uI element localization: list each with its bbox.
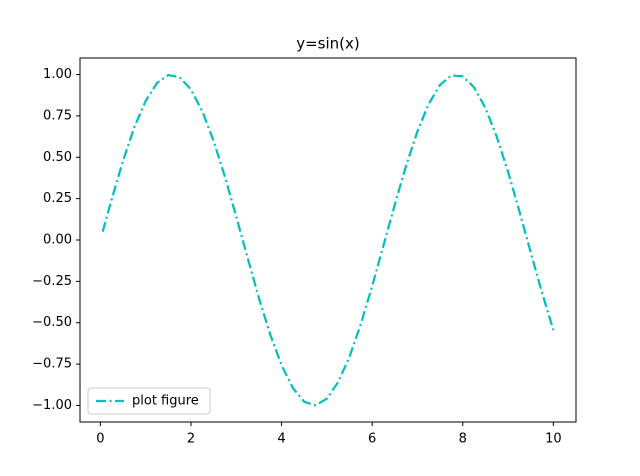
x-tick-label: 2 xyxy=(187,432,195,447)
y-tick-label: −0.75 xyxy=(32,357,72,372)
legend-label: plot figure xyxy=(132,394,199,409)
y-tick-label: 0.25 xyxy=(43,191,72,206)
legend-box xyxy=(87,387,211,415)
y-tick-label: 0.50 xyxy=(43,150,72,165)
y-tick-label: −0.25 xyxy=(32,274,72,289)
chart-title: y=sin(x) xyxy=(296,35,360,53)
x-tick-label: 6 xyxy=(368,432,376,447)
x-tick-label: 4 xyxy=(277,432,285,447)
line xyxy=(101,73,555,407)
y-tick-label: −1.00 xyxy=(32,398,72,413)
y-tick-label: 0.75 xyxy=(43,108,72,123)
legend: plot figure xyxy=(87,387,211,415)
x-tick-label: 8 xyxy=(459,432,467,447)
y-tick-label: 1.00 xyxy=(43,67,72,82)
x-tick-label: 0 xyxy=(96,432,104,447)
y-tick-label: −0.50 xyxy=(32,315,72,330)
y-tick-label: 0.00 xyxy=(43,233,72,248)
x-tick-label: 10 xyxy=(545,432,562,447)
plot-frame xyxy=(79,57,577,423)
